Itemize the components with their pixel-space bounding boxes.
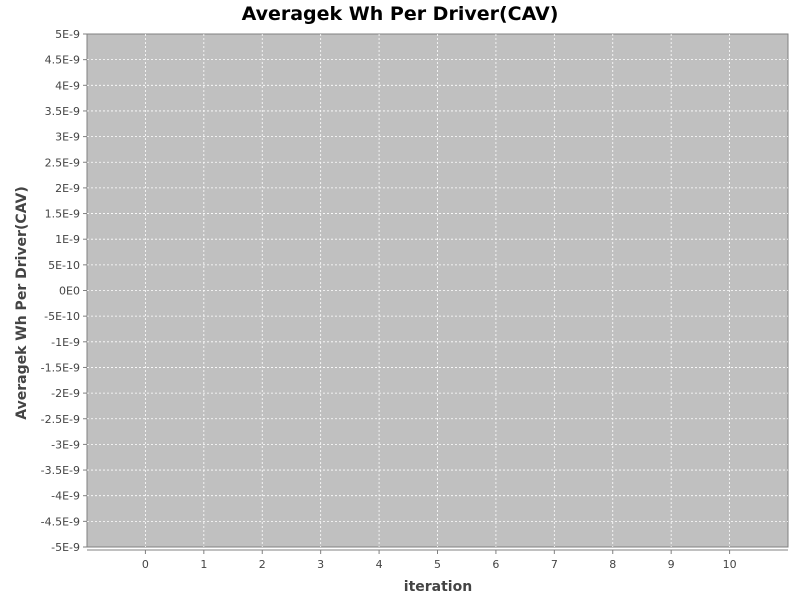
y-tick-label: 2.5E-9 [45, 156, 80, 169]
chart-title: Averagek Wh Per Driver(CAV) [241, 3, 559, 25]
y-tick-label: -2.5E-9 [41, 413, 80, 426]
y-tick-label: -2E-9 [51, 387, 80, 400]
x-tick-label: 3 [317, 558, 324, 571]
x-tick-label: 9 [668, 558, 675, 571]
x-axis: 0 1 2 3 4 5 6 7 8 9 10 [87, 549, 788, 571]
y-tick-label: 5E-10 [48, 259, 80, 272]
x-tick-label: 8 [609, 558, 616, 571]
y-tick-label: 3.5E-9 [45, 105, 80, 118]
x-tick-label: 5 [434, 558, 441, 571]
y-tick-label: -4E-9 [51, 490, 80, 503]
y-tick-label: 1.5E-9 [45, 208, 80, 221]
y-axis: 5E-9 4.5E-9 4E-9 3.5E-9 3E-9 2.5E-9 2E-9 1.5E-9… [41, 28, 87, 554]
y-axis-label: Averagek Wh Per Driver(CAV) [14, 186, 30, 419]
y-tick-label: -3.5E-9 [41, 464, 80, 477]
x-tick-label: 2 [259, 558, 266, 571]
x-axis-label: iteration [404, 579, 472, 595]
y-tick-label: -5E-10 [44, 310, 80, 323]
x-tick-label: 7 [551, 558, 558, 571]
x-tick-label: 0 [142, 558, 149, 571]
y-tick-label: -4.5E-9 [41, 515, 80, 528]
y-tick-label: -5E-9 [51, 541, 80, 554]
x-tick-label: 4 [376, 558, 383, 571]
x-tick-label: 6 [492, 558, 499, 571]
x-tick-label: 10 [723, 558, 737, 571]
y-tick-label: -3E-9 [51, 438, 80, 451]
y-tick-label: -1.5E-9 [41, 361, 80, 374]
x-tick-label: 1 [200, 558, 207, 571]
y-tick-label: -1E-9 [51, 336, 80, 349]
y-tick-label: 5E-9 [55, 28, 80, 41]
y-tick-label: 1E-9 [55, 233, 80, 246]
y-tick-label: 4.5E-9 [45, 54, 80, 67]
y-tick-label: 0E0 [59, 285, 80, 298]
y-tick-label: 3E-9 [55, 131, 80, 144]
y-tick-label: 2E-9 [55, 182, 80, 195]
y-tick-label: 4E-9 [55, 79, 80, 92]
